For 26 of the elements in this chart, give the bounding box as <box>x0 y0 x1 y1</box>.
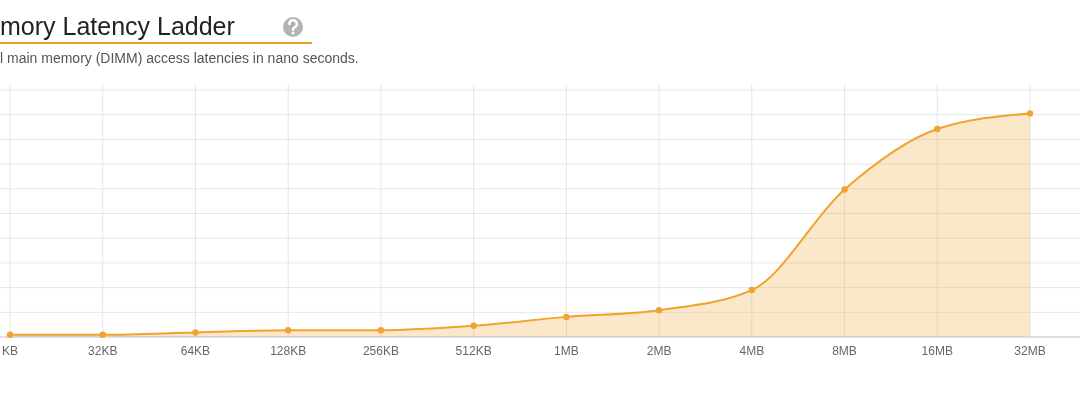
point <box>99 331 106 338</box>
point <box>655 306 663 314</box>
point <box>192 329 199 336</box>
x-tick-label: 4MB <box>739 344 765 358</box>
point <box>748 286 756 294</box>
x-tick-label: 1MB <box>554 344 579 358</box>
point <box>284 327 292 334</box>
x-tick-label: 128KB <box>270 344 307 358</box>
x-tick-label: 64KB <box>180 344 211 358</box>
x-tick-label: 32MB <box>1014 344 1046 358</box>
point <box>934 125 941 133</box>
x-tick-label: 2MB <box>646 344 672 358</box>
x-tick-label: 32KB <box>88 344 118 358</box>
x-tick-label: KB <box>1 344 19 358</box>
point <box>6 331 14 338</box>
point <box>563 313 570 321</box>
chart-title: mory Latency Ladder <box>0 12 235 40</box>
point <box>470 322 477 330</box>
x-tick-label: 512KB <box>455 344 492 358</box>
point <box>377 327 385 334</box>
x-tick-label: 16MB <box>921 344 953 358</box>
x-tick-label: 256KB <box>362 344 399 358</box>
chart-subtitle: l main memory (DIMM) access latencies in nano seconds. <box>0 50 359 66</box>
point <box>841 186 848 193</box>
x-tick-label: 8MB <box>832 344 857 358</box>
point <box>1026 110 1034 117</box>
